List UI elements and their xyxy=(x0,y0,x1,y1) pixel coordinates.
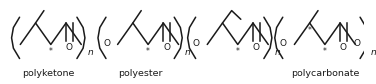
Text: O: O xyxy=(103,39,110,48)
Text: n: n xyxy=(185,48,191,57)
Text: *: * xyxy=(323,47,327,56)
Text: polyketone: polyketone xyxy=(22,69,74,78)
Text: *: * xyxy=(146,47,150,56)
Text: O: O xyxy=(163,43,170,52)
Text: n: n xyxy=(371,48,376,57)
Text: *: * xyxy=(236,47,240,56)
Text: O: O xyxy=(193,39,200,48)
Text: n: n xyxy=(275,48,280,57)
Text: *: * xyxy=(308,26,312,35)
Text: O: O xyxy=(66,43,73,52)
Text: O: O xyxy=(280,39,287,48)
Text: O: O xyxy=(340,43,347,52)
Text: O: O xyxy=(354,39,361,48)
Text: *: * xyxy=(49,47,53,56)
Text: O: O xyxy=(253,43,260,52)
Text: n: n xyxy=(88,48,94,57)
Text: polycarbonate: polycarbonate xyxy=(291,69,359,78)
Text: polyester: polyester xyxy=(118,69,162,78)
